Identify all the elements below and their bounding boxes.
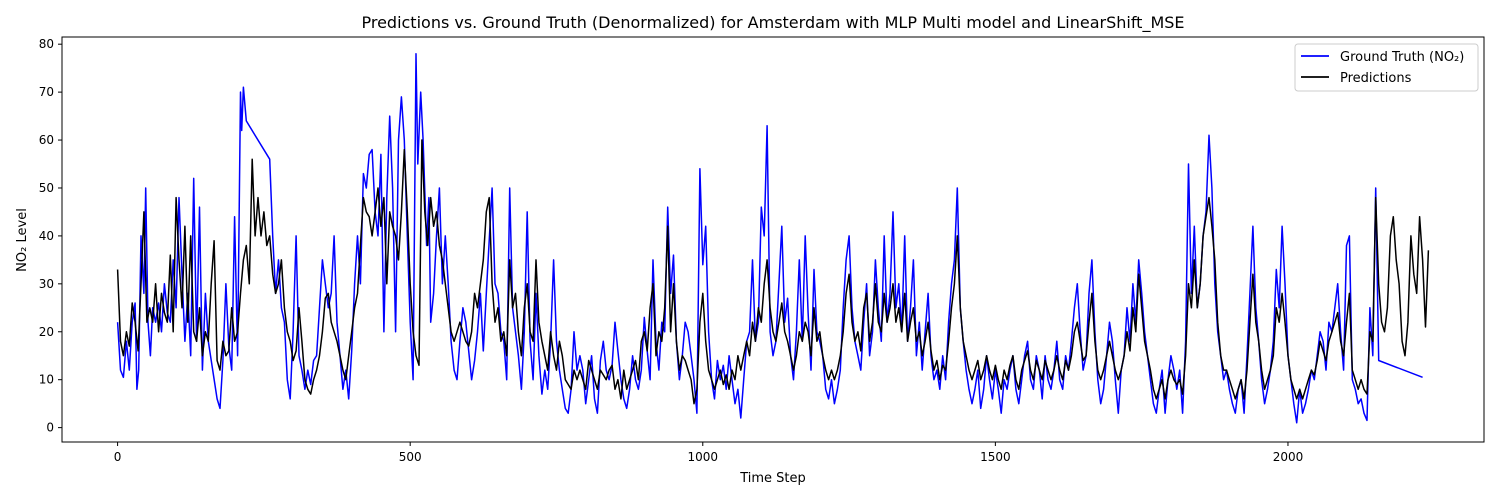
y-tick-label: 70 bbox=[39, 85, 54, 99]
legend: Ground Truth (NO₂) Predictions bbox=[1294, 43, 1479, 92]
y-tick-label: 0 bbox=[46, 421, 54, 435]
x-axis: 0 500 1000 1500 2000 bbox=[114, 442, 1303, 464]
series-lines bbox=[116, 53, 1430, 424]
y-tick-label: 20 bbox=[39, 325, 54, 339]
x-tick-label: 500 bbox=[399, 450, 422, 464]
chart-title: Predictions vs. Ground Truth (Denormaliz… bbox=[361, 13, 1184, 33]
y-tick-label: 80 bbox=[39, 37, 54, 51]
y-axis-label: NO₂ Level bbox=[15, 208, 30, 272]
x-tick-label: 1500 bbox=[980, 450, 1011, 464]
plot-area-frame bbox=[61, 36, 1485, 443]
legend-label: Predictions bbox=[1340, 71, 1412, 86]
y-tick-label: 40 bbox=[39, 229, 54, 243]
ground-truth-line bbox=[116, 53, 1423, 424]
y-tick-label: 10 bbox=[39, 373, 54, 387]
legend-label: Ground Truth (NO₂) bbox=[1340, 50, 1464, 65]
predictions-line bbox=[116, 139, 1430, 405]
x-axis-label: Time Step bbox=[739, 471, 806, 486]
x-tick-label: 0 bbox=[114, 450, 122, 464]
y-tick-label: 60 bbox=[39, 133, 54, 147]
x-tick-label: 2000 bbox=[1273, 450, 1304, 464]
x-tick-label: 1000 bbox=[688, 450, 719, 464]
y-tick-label: 50 bbox=[39, 181, 54, 195]
legend-box bbox=[1294, 43, 1479, 92]
y-tick-label: 30 bbox=[39, 277, 54, 291]
y-axis: 0 10 20 30 40 50 60 70 80 bbox=[39, 37, 62, 435]
